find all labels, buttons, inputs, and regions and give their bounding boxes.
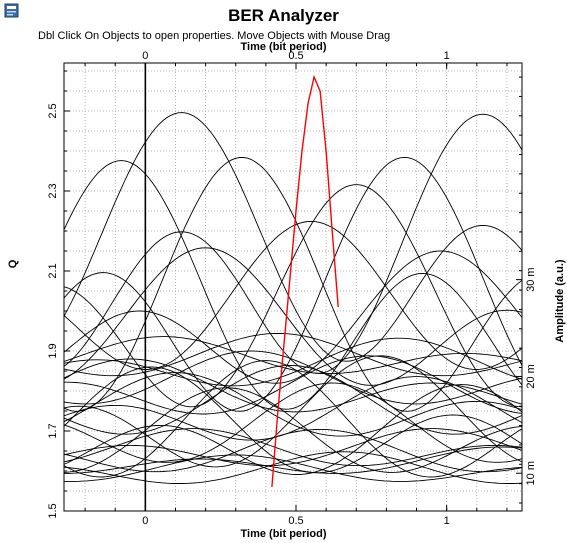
eye-trace[interactable] [63,336,523,375]
eye-trace[interactable] [64,446,523,474]
eye-trace[interactable] [64,355,523,415]
eye-trace[interactable] [63,332,523,377]
chart-title: BER Analyzer [228,6,339,25]
q-factor-curve[interactable] [271,74,339,488]
eye-trace[interactable] [63,387,523,473]
eye-trace[interactable] [63,366,523,474]
eye-trace[interactable] [63,350,523,405]
eye-trace[interactable] [63,428,523,467]
eye-trace[interactable] [63,372,523,437]
eye-trace[interactable] [63,382,523,463]
y-tick-label: 2.3 [47,183,59,198]
eye-trace[interactable] [63,157,523,412]
eye-trace[interactable] [63,247,523,386]
eye-trace[interactable] [63,358,523,413]
x-tick-label: 1 [444,515,450,527]
eye-trace[interactable] [63,428,523,473]
eye-trace[interactable] [63,220,523,370]
x-tick-label: 0.5 [288,515,303,527]
y-tick-label: 1.7 [47,423,59,438]
plot-frame [63,62,523,512]
q-curve-line[interactable] [271,74,339,488]
top-x-axis-label: Time (bit period) [240,41,327,53]
y2-tick-label: 10 m [525,461,537,485]
bottom-x-axis-label: Time (bit period) [240,528,327,540]
eye-trace[interactable] [63,113,523,374]
app-window-icon[interactable] [4,3,20,19]
eye-trace[interactable] [63,376,523,441]
eye-trace[interactable] [63,337,523,387]
y-tick-label: 2.1 [47,263,59,278]
x-tick-label-top: 0 [142,50,148,62]
eye-trace[interactable] [64,454,523,482]
eye-trace[interactable] [63,428,523,467]
x-tick-label: 0 [142,515,148,527]
eye-trace[interactable] [63,112,523,362]
axes: 0 0 0.5 0.5 1 1 1.5 1.7 1.9 2.1 2.3 2.5 10 m 20 m 30 m [47,50,537,527]
y-tick-label: 1.5 [47,503,59,518]
y-tick-label: 2.5 [47,103,59,118]
eye-trace[interactable] [63,384,523,475]
y2-tick-label: 30 m [525,267,537,291]
eye-trace[interactable] [63,250,523,384]
x-tick-label-top: 1 [444,50,450,62]
eye-trace[interactable] [63,364,523,435]
eye-trace[interactable] [63,451,523,484]
interaction-hint: Dbl Click On Objects to open properties.… [38,30,391,42]
eye-trace[interactable] [63,160,523,410]
x-tick-label-top: 0.5 [288,50,303,62]
y2-tick-label: 20 m [525,364,537,388]
y-tick-label: 1.9 [47,343,59,358]
eye-trace[interactable] [63,360,523,478]
eye-diagram[interactable] [63,112,523,484]
